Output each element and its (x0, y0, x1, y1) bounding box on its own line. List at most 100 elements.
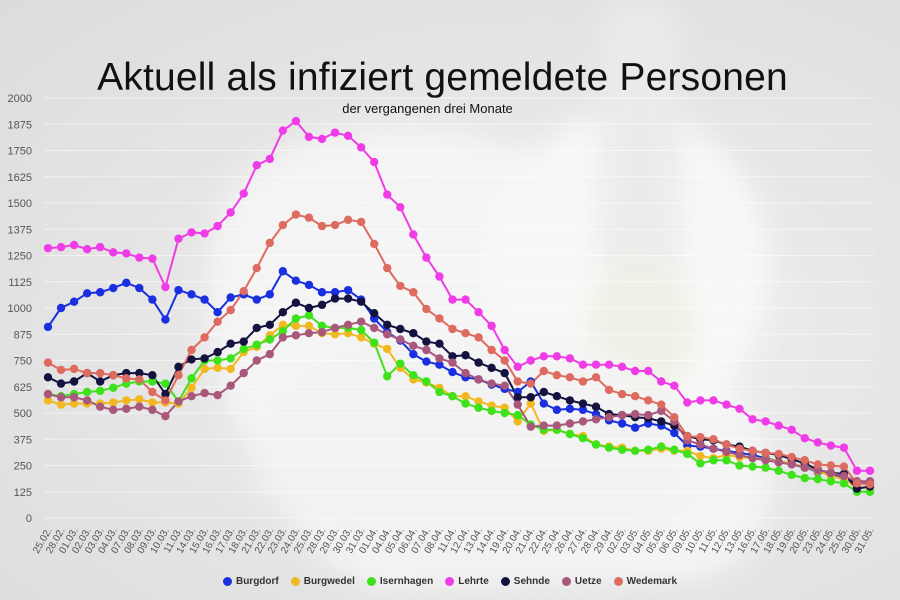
data-point-lehrte[interactable] (735, 404, 744, 413)
data-point-lehrte[interactable] (643, 366, 653, 376)
data-point-burgwedel[interactable] (356, 333, 366, 342)
data-point-burgwedel[interactable] (226, 364, 235, 374)
data-point-sehnde[interactable] (552, 392, 562, 401)
data-point-burgwedel[interactable] (122, 396, 131, 405)
data-point-lehrte[interactable] (539, 352, 549, 361)
data-point-lehrte[interactable] (826, 441, 836, 450)
data-point-wedemark[interactable] (761, 448, 770, 458)
data-point-lehrte[interactable] (604, 360, 614, 369)
data-point-wedemark[interactable] (330, 220, 340, 230)
data-point-wedemark[interactable] (670, 413, 679, 422)
data-point-wedemark[interactable] (265, 238, 275, 248)
data-point-sehnde[interactable] (265, 320, 275, 329)
data-point-lehrte[interactable] (748, 415, 757, 424)
data-point-burgdorf[interactable] (56, 303, 66, 313)
data-point-uetze[interactable] (122, 404, 131, 413)
data-point-isernhagen[interactable] (448, 392, 457, 401)
data-point-isernhagen[interactable] (291, 314, 301, 323)
data-point-sehnde[interactable] (69, 377, 79, 386)
data-point-uetze[interactable] (56, 393, 66, 402)
data-point-sehnde[interactable] (448, 352, 457, 361)
data-point-burgdorf[interactable] (252, 295, 261, 304)
data-point-isernhagen[interactable] (565, 429, 575, 439)
data-point-uetze[interactable] (487, 379, 496, 388)
data-point-uetze[interactable] (265, 350, 275, 359)
data-point-uetze[interactable] (735, 450, 744, 460)
data-point-lehrte[interactable] (69, 240, 79, 250)
data-point-wedemark[interactable] (135, 375, 144, 384)
data-point-wedemark[interactable] (461, 329, 470, 338)
data-point-burgdorf[interactable] (226, 293, 235, 302)
data-point-sehnde[interactable] (409, 329, 418, 338)
data-point-wedemark[interactable] (800, 456, 809, 465)
data-point-lehrte[interactable] (813, 438, 823, 447)
data-point-isernhagen[interactable] (435, 387, 444, 397)
data-point-wedemark[interactable] (709, 435, 718, 444)
data-point-wedemark[interactable] (56, 365, 66, 375)
data-point-uetze[interactable] (161, 411, 170, 421)
data-point-sehnde[interactable] (43, 373, 53, 382)
data-point-uetze[interactable] (304, 329, 314, 338)
data-point-sehnde[interactable] (474, 358, 483, 367)
data-point-lehrte[interactable] (317, 134, 327, 144)
data-point-burgdorf[interactable] (317, 288, 327, 297)
data-point-burgdorf[interactable] (422, 357, 431, 366)
data-point-wedemark[interactable] (448, 324, 457, 334)
data-point-uetze[interactable] (617, 410, 627, 420)
data-point-wedemark[interactable] (95, 368, 105, 378)
data-point-wedemark[interactable] (187, 345, 196, 355)
data-point-wedemark[interactable] (43, 358, 53, 367)
data-point-isernhagen[interactable] (265, 335, 275, 344)
data-point-isernhagen[interactable] (787, 470, 796, 480)
data-point-sehnde[interactable] (330, 294, 340, 303)
data-point-wedemark[interactable] (683, 431, 692, 441)
data-point-sehnde[interactable] (487, 363, 496, 373)
legend-item-lehrte[interactable]: Lehrte (445, 576, 489, 587)
data-point-uetze[interactable] (226, 381, 235, 390)
data-point-uetze[interactable] (709, 444, 718, 453)
data-point-isernhagen[interactable] (800, 473, 809, 483)
data-point-lehrte[interactable] (278, 126, 288, 135)
data-point-isernhagen[interactable] (591, 440, 601, 449)
data-point-burgwedel[interactable] (291, 321, 301, 331)
data-point-isernhagen[interactable] (643, 445, 653, 454)
data-point-lehrte[interactable] (161, 282, 170, 292)
data-point-isernhagen[interactable] (683, 449, 692, 459)
data-point-burgwedel[interactable] (187, 383, 196, 392)
data-point-wedemark[interactable] (343, 215, 353, 224)
data-point-sehnde[interactable] (526, 393, 535, 402)
legend-item-uetze[interactable]: Uetze (561, 576, 602, 587)
data-point-lehrte[interactable] (461, 295, 470, 304)
data-point-uetze[interactable] (552, 421, 562, 430)
data-point-isernhagen[interactable] (761, 463, 770, 472)
data-point-isernhagen[interactable] (304, 311, 314, 320)
data-point-burgwedel[interactable] (148, 398, 157, 407)
data-point-burgdorf[interactable] (448, 367, 457, 377)
data-point-lehrte[interactable] (369, 157, 379, 167)
data-point-wedemark[interactable] (657, 400, 666, 409)
data-point-burgdorf[interactable] (343, 285, 353, 295)
data-point-wedemark[interactable] (291, 210, 301, 219)
data-point-isernhagen[interactable] (657, 442, 666, 451)
data-point-lehrte[interactable] (800, 434, 809, 443)
data-point-wedemark[interactable] (813, 460, 823, 469)
data-point-uetze[interactable] (630, 409, 640, 419)
data-point-uetze[interactable] (722, 447, 731, 457)
data-point-lehrte[interactable] (787, 425, 796, 434)
data-point-lehrte[interactable] (56, 242, 66, 252)
data-point-lehrte[interactable] (330, 128, 340, 137)
data-point-lehrte[interactable] (487, 321, 496, 331)
data-point-uetze[interactable] (174, 397, 183, 406)
data-point-wedemark[interactable] (539, 366, 549, 376)
data-point-burgdorf[interactable] (213, 308, 222, 317)
data-point-uetze[interactable] (135, 402, 144, 411)
data-point-isernhagen[interactable] (252, 340, 261, 349)
data-point-sehnde[interactable] (369, 309, 379, 318)
data-point-lehrte[interactable] (448, 295, 457, 304)
legend-item-burgdorf[interactable]: Burgdorf (222, 576, 279, 587)
data-point-burgdorf[interactable] (69, 297, 79, 306)
data-point-uetze[interactable] (187, 392, 196, 401)
data-point-uetze[interactable] (591, 415, 601, 424)
data-point-wedemark[interactable] (774, 449, 783, 459)
data-point-burgdorf[interactable] (304, 280, 314, 290)
